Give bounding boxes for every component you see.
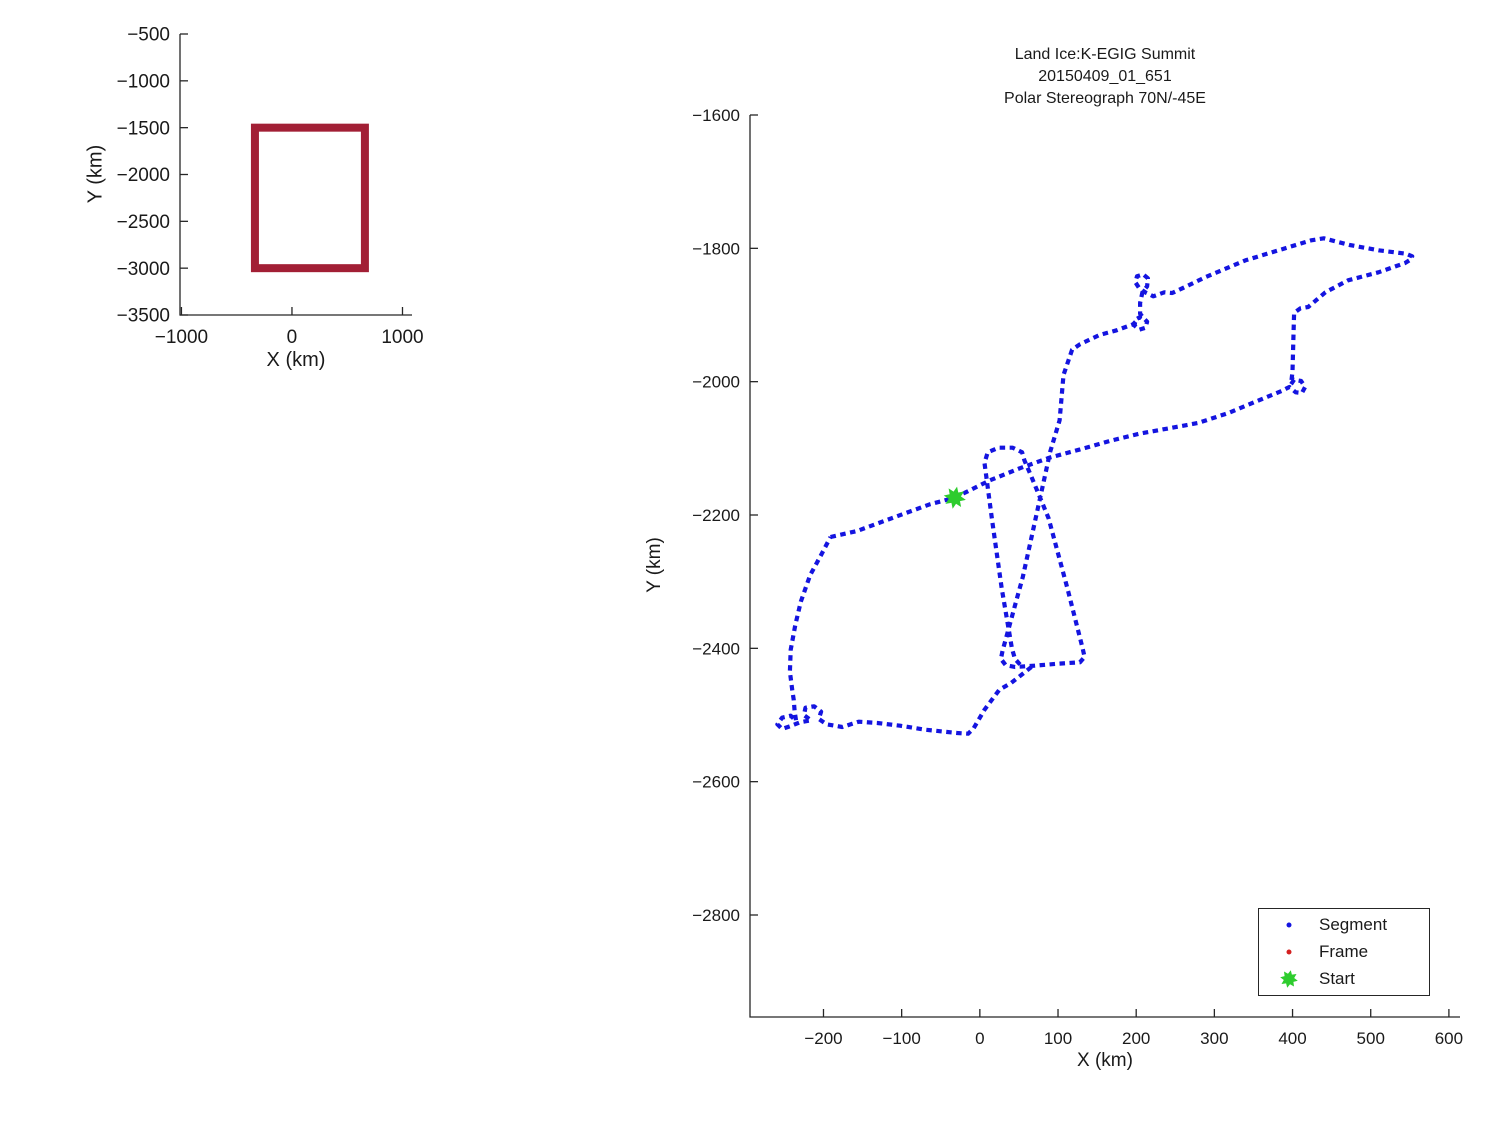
main-x-tick-label: −100 xyxy=(883,1029,921,1048)
trajectory-path-segment xyxy=(775,536,1033,736)
main-y-tick-label: −2200 xyxy=(692,506,740,525)
overview-y-tick-label: −3000 xyxy=(117,259,170,280)
overview-x-tick-label: −1000 xyxy=(155,327,208,348)
title-line-2: 20150409_01_651 xyxy=(1038,68,1172,85)
overview-y-tick-label: −2500 xyxy=(117,212,170,233)
main-x-tick-label: 500 xyxy=(1357,1029,1385,1048)
legend-label-segment: Segment xyxy=(1319,915,1388,935)
frame-dot-icon xyxy=(1259,941,1319,963)
legend-label-frame: Frame xyxy=(1319,941,1369,961)
title-line-3: Polar Stereograph 70N/-45E xyxy=(1004,90,1206,107)
legend-item-start: Start xyxy=(1259,966,1429,992)
legend: Segment Frame Start xyxy=(1258,908,1430,996)
overview-y-tick-label: −3500 xyxy=(117,306,170,327)
overview-x-axis-label: X (km) xyxy=(266,349,326,371)
overview-y-tick-label: −2000 xyxy=(117,165,170,186)
main-x-tick-label: 0 xyxy=(975,1029,984,1048)
main-plot-title: Land Ice:K-EGIG Summit 20150409_01_651 P… xyxy=(750,44,1460,110)
overview-x-tick-label: 1000 xyxy=(381,327,423,348)
legend-item-segment: Segment xyxy=(1259,912,1429,938)
main-x-axis-label: X (km) xyxy=(1077,1050,1133,1071)
legend-label-start: Start xyxy=(1319,968,1355,988)
main-y-tick-label: −1600 xyxy=(692,106,740,125)
overview-axis-line xyxy=(179,34,412,316)
segment-dot-icon xyxy=(1259,914,1319,936)
start-marker xyxy=(943,486,966,509)
main-x-tick-label: 400 xyxy=(1278,1029,1306,1048)
main-x-tick-label: 200 xyxy=(1122,1029,1150,1048)
main-y-tick-label: −2600 xyxy=(692,773,740,792)
main-x-tick-label: 100 xyxy=(1044,1029,1072,1048)
overview-y-tick-label: −1000 xyxy=(117,71,170,92)
start-star-icon xyxy=(1259,968,1319,990)
overview-y-tick-label: −1500 xyxy=(117,118,170,139)
overview-y-axis-label: Y (km) xyxy=(84,144,107,204)
main-y-axis-label: Y (km) xyxy=(644,537,665,593)
main-axis-line xyxy=(749,115,1460,1018)
main-x-tick-label: −200 xyxy=(804,1029,842,1048)
main-y-tick-label: −2800 xyxy=(692,906,740,925)
main-y-tick-label: −2000 xyxy=(692,373,740,392)
overview-x-tick-label: 0 xyxy=(287,327,298,348)
title-line-1: Land Ice:K-EGIG Summit xyxy=(1014,46,1196,63)
trajectory-path-segment xyxy=(830,236,1415,670)
main-x-tick-label: 300 xyxy=(1200,1029,1228,1048)
main-y-tick-label: −1800 xyxy=(692,239,740,258)
main-y-tick-label: −2400 xyxy=(692,639,740,658)
overview-y-tick-label: −500 xyxy=(127,25,170,46)
legend-item-frame: Frame xyxy=(1259,939,1429,965)
flight-box-rect xyxy=(250,123,369,273)
main-x-tick-label: 600 xyxy=(1435,1029,1463,1048)
